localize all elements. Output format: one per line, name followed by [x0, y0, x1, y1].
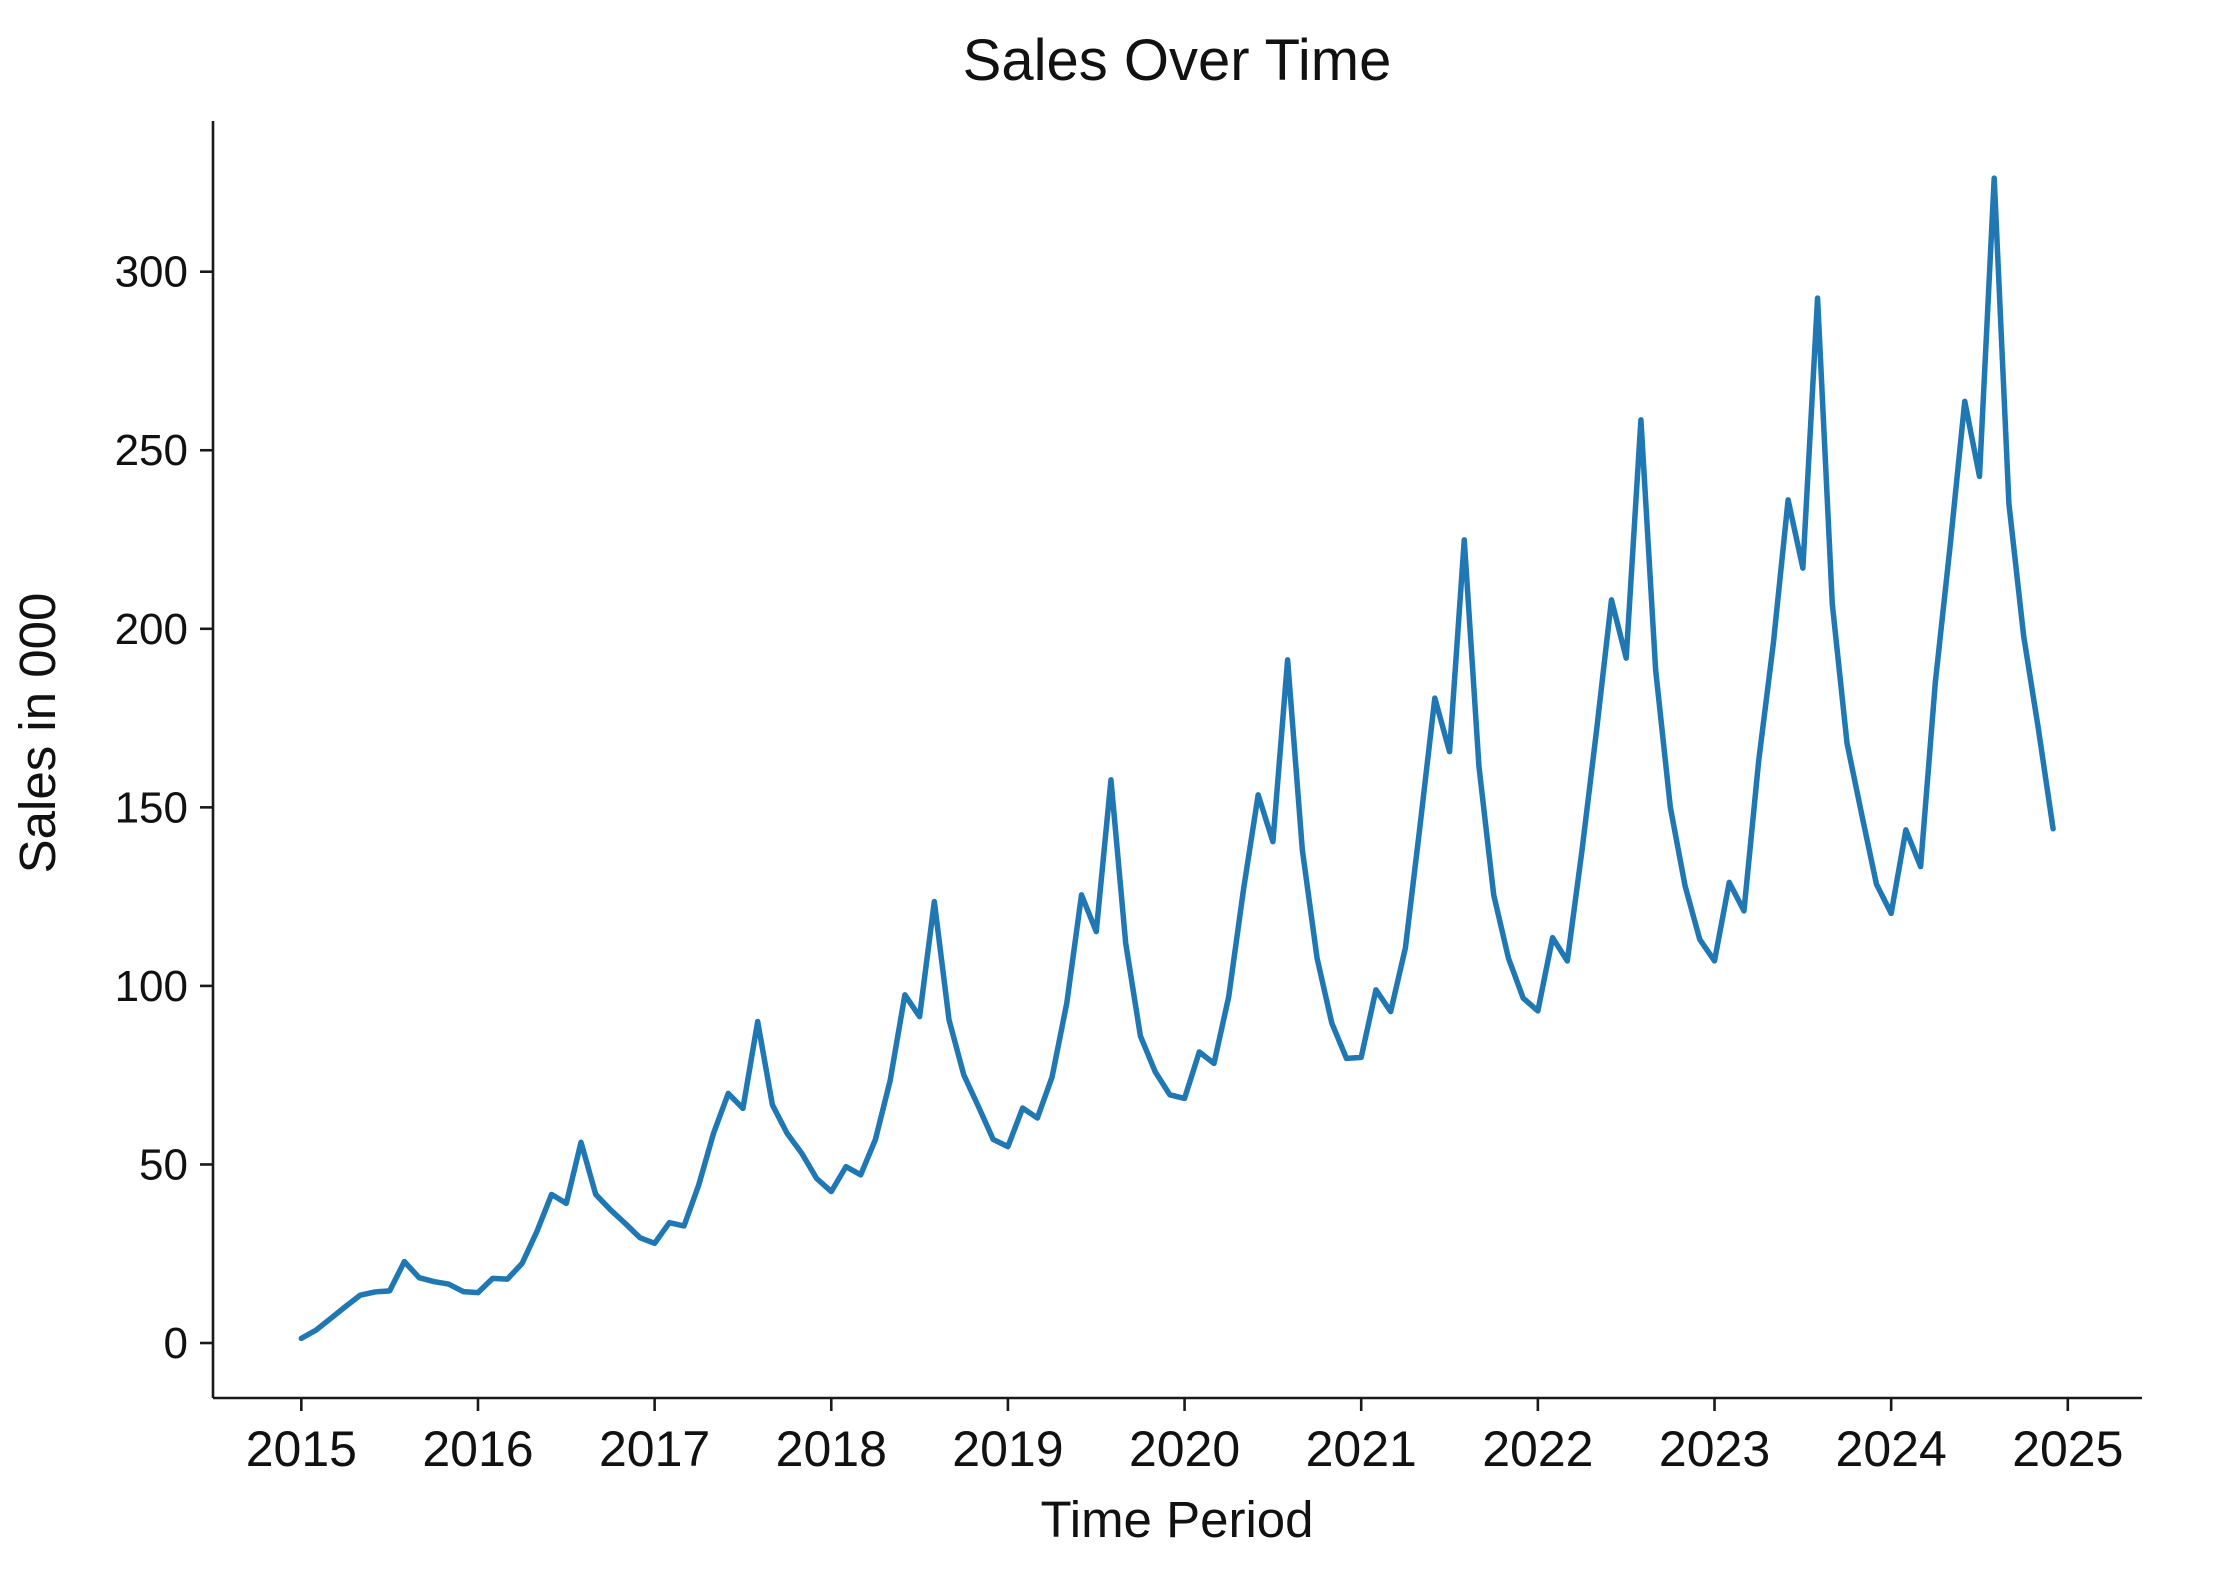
x-tick-label-2015: 2015 [246, 1421, 357, 1477]
x-axis-label: Time Period [1040, 1491, 1313, 1548]
y-tick-label-100: 100 [115, 962, 188, 1011]
plot-area [298, 175, 2056, 1342]
y-tick-label-150: 150 [115, 783, 188, 832]
x-tick-label-2023: 2023 [1659, 1421, 1770, 1477]
x-tick-label-2021: 2021 [1306, 1421, 1417, 1477]
y-tick-label-300: 300 [115, 248, 188, 297]
x-tick-label-2019: 2019 [952, 1421, 1063, 1477]
x-tick-label-2024: 2024 [1836, 1421, 1947, 1477]
x-tick-label-2025: 2025 [2012, 1421, 2123, 1477]
x-tick-label-2018: 2018 [776, 1421, 887, 1477]
chart-title: Sales Over Time [963, 28, 1392, 93]
x-tick-label-2016: 2016 [422, 1421, 533, 1477]
axes: 2015 2016 2017 2018 2019 2020 2021 2022 2023 2024… [115, 121, 2142, 1477]
y-tick-label-200: 200 [115, 605, 188, 654]
y-axis-label: Sales in 000 [9, 593, 66, 874]
x-tick-label-2020: 2020 [1129, 1421, 1240, 1477]
sales-series-line [298, 175, 2056, 1342]
x-tick-label-2022: 2022 [1482, 1421, 1593, 1477]
x-tick-label-2017: 2017 [599, 1421, 710, 1477]
y-tick-label-50: 50 [139, 1140, 188, 1189]
y-tick-label-0: 0 [164, 1319, 188, 1368]
y-tick-label-250: 250 [115, 426, 188, 475]
